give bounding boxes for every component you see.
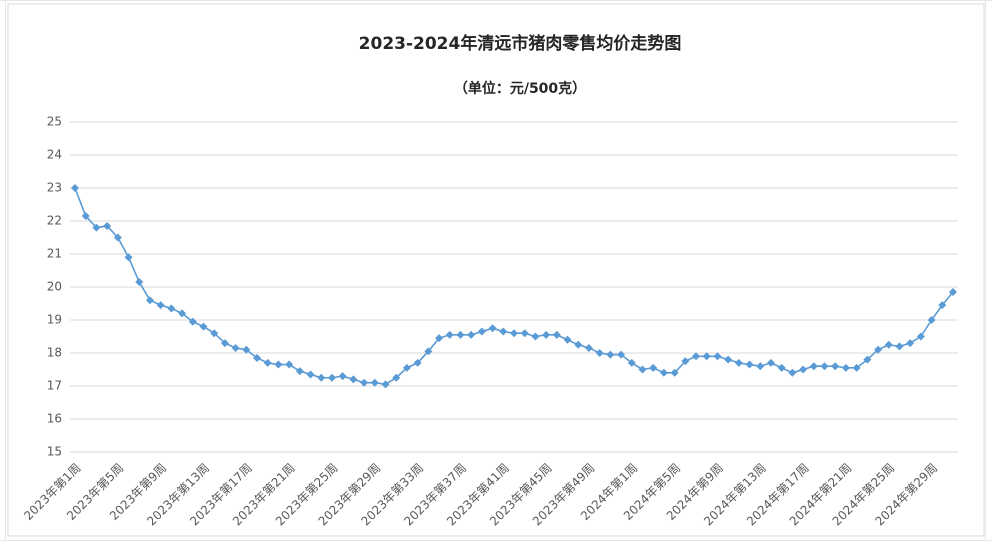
chart-area (7, 3, 985, 537)
data-point (949, 287, 957, 296)
data-point (552, 330, 561, 339)
data-point (402, 363, 411, 372)
data-point (563, 335, 572, 344)
data-point (542, 330, 551, 339)
data-point (488, 324, 497, 333)
y-tick-label: 22 (47, 214, 62, 228)
data-point (210, 329, 219, 338)
data-point (285, 360, 294, 369)
data-point (649, 363, 658, 372)
data-point (809, 362, 818, 371)
data-point (692, 352, 701, 361)
data-point (831, 362, 840, 371)
y-tick-label: 15 (47, 445, 62, 459)
data-point (863, 355, 872, 364)
data-point (360, 378, 369, 387)
data-point (766, 358, 775, 367)
data-point (595, 349, 604, 357)
data-point (435, 334, 444, 343)
data-point (520, 329, 529, 338)
data-point (756, 362, 765, 371)
data-point (927, 316, 936, 324)
data-point (584, 344, 593, 353)
data-point (317, 373, 326, 382)
data-point (531, 332, 540, 341)
y-tick-label: 23 (47, 181, 62, 195)
data-point (841, 363, 850, 372)
data-point (306, 370, 315, 379)
data-point (745, 360, 754, 369)
data-point (274, 360, 283, 369)
data-point (702, 352, 711, 361)
data-point (135, 278, 144, 287)
data-point (895, 342, 904, 351)
data-point (627, 358, 636, 367)
data-point (392, 373, 401, 382)
data-point (659, 368, 668, 377)
data-point (477, 327, 486, 336)
data-point (413, 358, 422, 367)
data-point (617, 350, 626, 359)
y-tick-label: 18 (47, 346, 62, 360)
data-point (338, 372, 347, 381)
y-tick-label: 16 (47, 412, 62, 426)
data-point (145, 296, 154, 305)
data-point (253, 353, 262, 362)
data-point (220, 339, 229, 348)
data-point (456, 330, 465, 339)
data-point (713, 352, 722, 361)
data-point (499, 327, 508, 336)
chart-title: 2023-2024年清远市猪肉零售均价走势图 (359, 33, 682, 54)
data-point (916, 332, 925, 341)
data-point (606, 350, 615, 359)
data-point (188, 317, 197, 326)
data-point (852, 363, 861, 372)
data-point (799, 365, 808, 374)
data-point (574, 340, 583, 349)
y-tick-label: 21 (47, 247, 62, 261)
data-point (349, 375, 358, 384)
data-point (381, 380, 390, 389)
data-point (820, 362, 829, 371)
data-point (777, 363, 786, 372)
chart-subtitle: （单位：元/500克） (454, 80, 586, 97)
data-point (199, 322, 208, 331)
data-point (681, 357, 690, 366)
data-point (231, 344, 240, 353)
y-tick-label: 20 (47, 280, 62, 294)
data-point (670, 368, 679, 377)
data-point (445, 330, 454, 339)
data-point (103, 221, 112, 230)
data-point (81, 212, 90, 221)
data-point (71, 184, 79, 192)
data-point (424, 347, 433, 356)
data-point (906, 339, 915, 348)
data-point (156, 301, 165, 310)
data-point (724, 355, 733, 364)
data-point (263, 358, 272, 367)
data-point (510, 329, 518, 338)
data-point (788, 368, 797, 377)
data-point (638, 365, 647, 374)
data-point (124, 253, 133, 262)
data-point (113, 233, 122, 242)
y-tick-label: 19 (47, 313, 62, 327)
data-point (938, 301, 947, 310)
data-point (467, 330, 476, 339)
data-point (295, 367, 304, 376)
data-point (242, 345, 251, 354)
data-point (327, 373, 336, 382)
data-point (734, 358, 743, 367)
y-tick-label: 24 (47, 148, 62, 162)
data-point (92, 223, 101, 232)
data-point (167, 304, 176, 313)
data-point (370, 378, 379, 387)
y-tick-label: 17 (47, 379, 62, 393)
data-point (884, 340, 893, 349)
data-point (874, 345, 883, 354)
data-point (178, 309, 187, 318)
y-tick-label: 25 (47, 115, 62, 129)
